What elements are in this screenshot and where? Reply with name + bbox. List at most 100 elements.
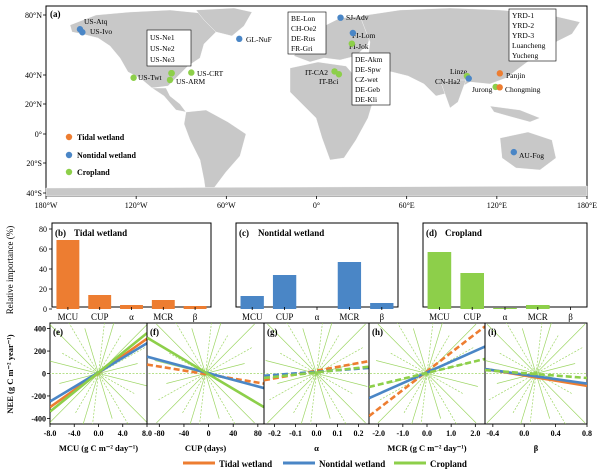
line-x-tick-label: 0.1 [333,429,343,438]
line-x-tick-label: -0.2 [268,429,281,438]
label-au-fog: AU-Fog [519,151,544,160]
lines-y-axis-title: NEE (g C m⁻² year⁻¹) [5,334,15,413]
map-lon-tick-label: 0° [313,201,320,210]
label-be-lon: BE-Lon [291,14,315,23]
line-x-tick-label: -0.1 [289,429,302,438]
bottom-legend-label-tidal: Tidal wetland [219,459,272,469]
label-chongming: Chongming [505,85,541,94]
site-marker-us-crt [188,69,195,76]
bar-x-tick-label: α [129,312,134,322]
bottom-legend-label-cropland: Cropland [430,459,467,469]
map-lon-tick-label: 60°W [217,201,236,210]
overall-regression-lines [485,367,587,388]
bar-y-tick-label: 60 [39,245,47,254]
site-line [397,323,457,424]
label-de-geb: DE-Geb [355,85,380,94]
bar-x-tick-label: MCU [242,312,263,322]
line-x-tick-label: -4.0 [68,429,81,438]
site-marker-au-fog [510,148,518,156]
line-panel-5: (i) -0.4 0.0 0.4 0.8 β [484,322,592,453]
map-site-markers [76,14,518,156]
map-lat-tick-label: 80°N [25,11,42,20]
bar-cup [272,275,297,309]
site-marker-panjin [496,70,504,77]
line-x-tick-label: 0.0 [519,429,529,438]
line-panel-letter: (h) [372,327,383,337]
bottom-legend-label-nontidal: Nontidal wetland [319,459,385,469]
europe-site-box-a [287,11,327,55]
line-x-tick-label: -1.0 [396,429,409,438]
line-x-tick-label: 1.0 [446,429,456,438]
line-x-tick-label: 0.8 [582,429,592,438]
bar-x-tick-label: α [503,312,508,322]
regression-line-cropland [50,332,147,413]
map-legend: Tidal wetland Nontidal wetland Cropland [65,133,136,177]
line-x-tick-label: 0.0 [422,429,432,438]
bar-y-tick-label: 80 [39,225,47,234]
southeast-asia-islands [489,105,541,123]
line-panel-letter: (g) [267,327,278,337]
label-ch-oe2: CH-Oe2 [291,24,317,33]
legend-dot-tidal [65,133,73,141]
bar-mcr [151,300,175,309]
bar-y-tick-label: 20 [39,285,47,294]
site-marker-us-twt [130,74,137,81]
bar-y-tick-label: 40 [39,265,47,274]
map-lat-tick-label: 20°S [26,159,42,168]
line-x-tick-label: -0.4 [487,429,500,438]
map-lat-tick-label: 40°N [25,71,42,80]
regression-line-cropland [369,357,485,389]
australia-land [499,131,557,171]
north-america-land [69,9,223,89]
overall-regression-lines [147,336,264,409]
label-it-bci: IT-Bci [319,77,338,86]
bottom-legend: Tidal wetland Nontidal wetland Cropland [183,459,467,469]
line-x-tick-label: 2.0 [470,429,480,438]
label-us-ivo: US-Ivo [90,27,112,36]
line-panel-4: (h) -2.0 -1.0 0.0 1.0 2.0 MCR (g C m⁻² day⁻¹) [368,322,486,453]
bar-x-tick-label: MCU [429,312,450,322]
bar-panel-letter: (c) [239,228,249,238]
label-us-ne1: US-Ne1 [150,33,175,42]
label-de-kli: DE-Kli [355,95,377,104]
bar-x-tick-label: CUP [276,312,294,322]
bar-mcu [240,296,264,309]
line-x-tick-label: 0.0 [312,429,322,438]
label-de-akm: DE-Akm [355,55,383,64]
site-marker-it-bci [335,71,343,78]
map-lat-tick-label: 0° [35,130,42,139]
label-de-rus: DE-Rus [291,34,315,43]
bar-panel-letter: (b) [55,228,66,238]
map-lat-tick-label: 40°S [26,189,42,198]
site-marker-fi-jok [348,40,356,47]
label-us-crt: US-CRT [197,69,224,78]
india-land [439,79,467,109]
line-panel-letter: (f) [150,327,159,337]
label-cz-wet: CZ-wet [355,75,379,84]
line-x-tick-label: -40 [179,429,190,438]
site-line [506,323,566,424]
label-luancheng: Luancheng [512,41,546,50]
bar-x-tick-label: MCU [58,312,79,322]
label-yrd-2: YRD-2 [512,21,534,30]
legend-dot-nontidal [65,151,73,159]
site-line [300,323,333,424]
bar-x-tick-label: β [380,312,385,322]
line-panel-3: (g) -0.2 -0.1 0.0 0.1 0.2 α [263,322,370,453]
line-x-tick-label: 4.0 [118,429,128,438]
line-y-tick-label: 0 [42,370,46,379]
line-panel-x-axis-title: CUP (days) [185,443,226,453]
label-fi-jok: FI-Jok [349,42,369,51]
bar-cup [460,273,485,309]
label-de-spw: DE-Spw [355,65,381,74]
line-y-tick-label: 200 [34,347,46,356]
map-site-labels: US-Atq US-Ivo GL-NuF US-Ne1 US-Ne2 US-Ne… [84,8,557,160]
bar-x-tick-label: MCR [528,312,548,322]
site-line [286,323,347,424]
legend-label-nontidal: Nontidal wetland [77,151,136,160]
label-us-twt: US-Twt [138,73,163,82]
china-site-box [508,8,557,62]
site-line [520,323,552,424]
label-us-ne2: US-Ne2 [150,44,175,53]
